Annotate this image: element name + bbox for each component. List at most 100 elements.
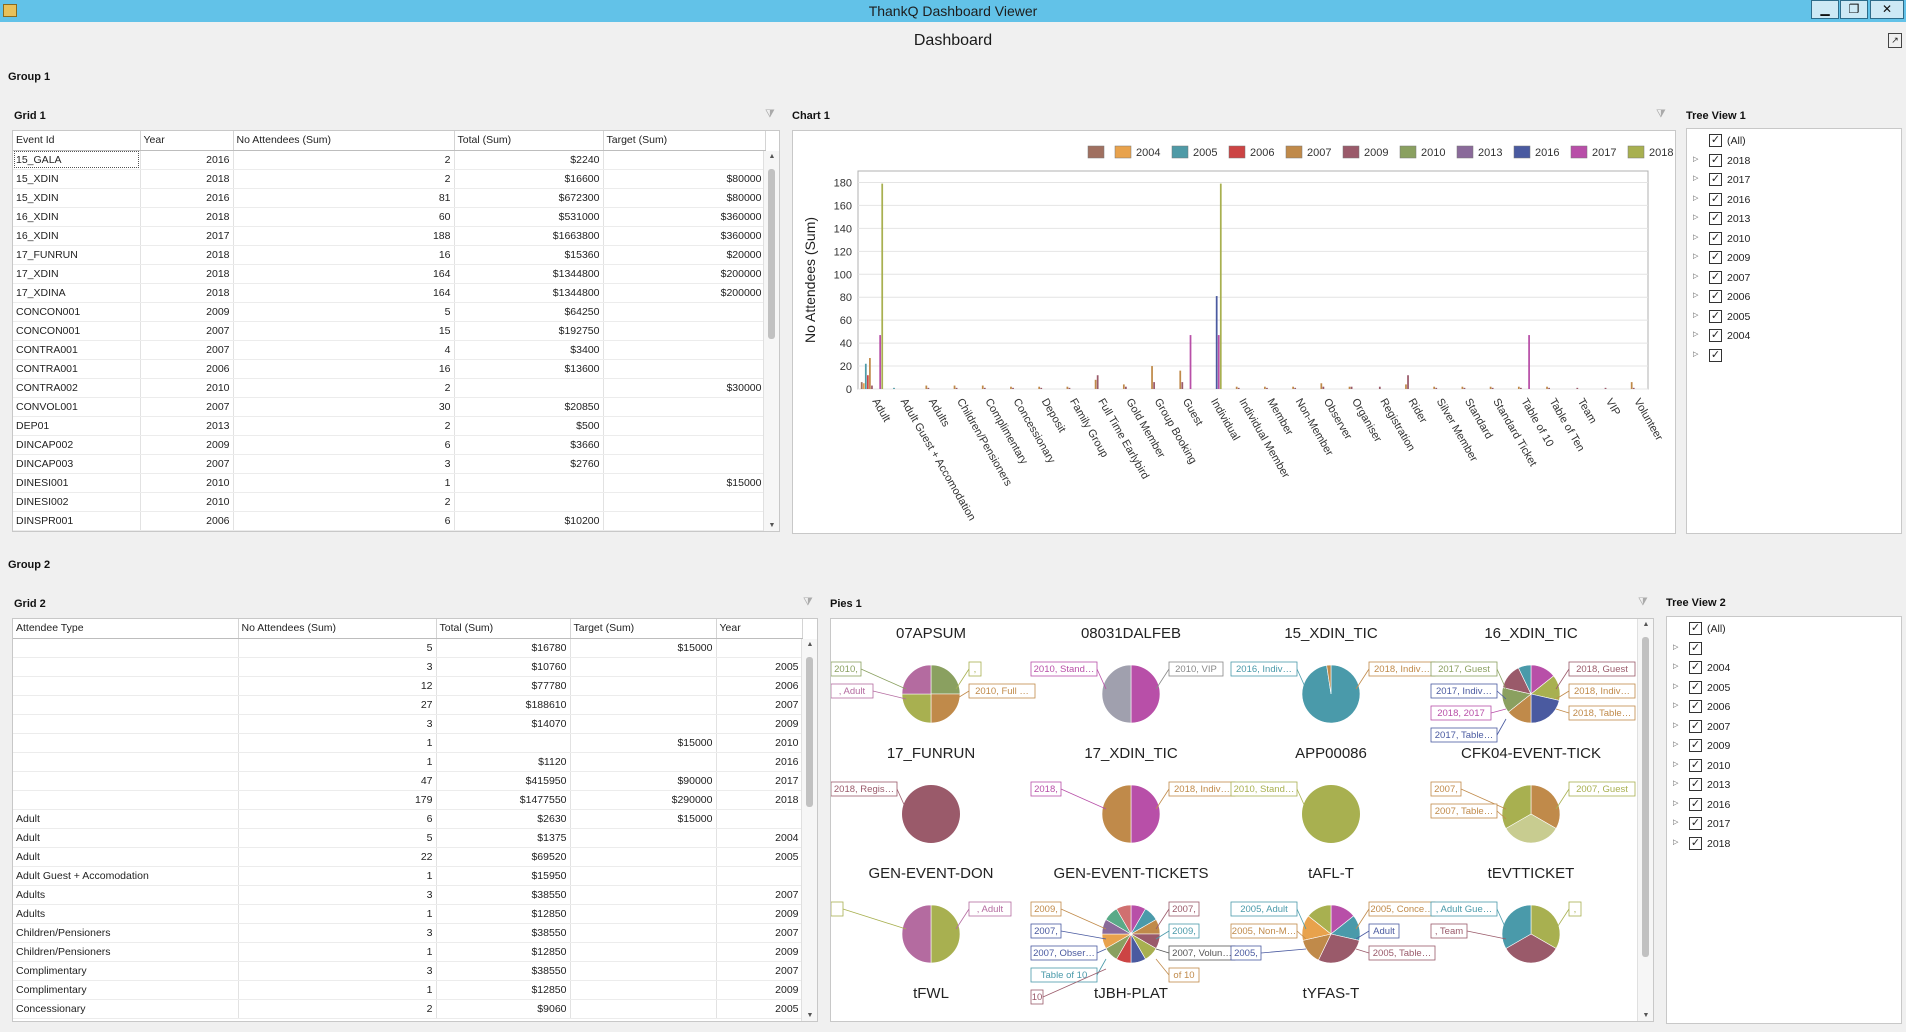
checkbox[interactable]: ✓ xyxy=(1709,270,1722,284)
expand-icon[interactable]: ▷ xyxy=(1673,721,1679,729)
table-row[interactable]: 5 $16780 $15000 xyxy=(13,638,803,658)
expand-icon[interactable]: ▷ xyxy=(1673,760,1679,768)
checkbox[interactable]: ✓ xyxy=(1689,758,1702,772)
checkbox[interactable]: ✓ xyxy=(1709,173,1722,186)
expand-icon[interactable]: ▷ xyxy=(1673,780,1679,787)
tree-item[interactable]: ▷ ✓ 2004 xyxy=(1667,659,1901,677)
checkbox[interactable]: ✓ xyxy=(1709,231,1722,245)
scroll-down-icon[interactable]: ▼ xyxy=(1642,1012,1650,1019)
tree-item[interactable]: ▷ ✓ 2018 xyxy=(1667,835,1901,853)
tree-item[interactable]: ▷ ✓ 2013 xyxy=(1687,210,1901,228)
checkbox[interactable]: ✓ xyxy=(1709,192,1722,206)
tree-item[interactable]: ▷ ✓ 2006 xyxy=(1667,698,1901,716)
expand-icon[interactable]: ▷ xyxy=(1673,663,1679,670)
table-row[interactable]: Adults 3 $38550 2007 xyxy=(13,885,803,905)
table-row[interactable]: 15_XDIN 2016 81 $672300 $80000 xyxy=(13,188,766,208)
grid1-col-header[interactable]: Target (Sum) xyxy=(603,131,766,151)
expand-icon[interactable]: ▷ xyxy=(1693,292,1699,299)
grid2-filter-icon[interactable]: ⧩ xyxy=(803,596,813,608)
checkbox[interactable]: ✓ xyxy=(1709,134,1722,147)
tree-item[interactable]: ▷ ✓ 2013 xyxy=(1667,776,1901,794)
scroll-thumb[interactable] xyxy=(1642,637,1649,957)
expand-icon[interactable]: ▷ xyxy=(1693,311,1699,319)
table-row[interactable]: CONCON001 2009 5 $64250 xyxy=(13,302,766,322)
table-row[interactable]: Concessionary 2 $9060 2005 xyxy=(13,999,803,1019)
tree-item[interactable]: ▷ ✓ 2018 xyxy=(1687,152,1901,170)
tree-item[interactable]: ▷ ✓ 2016 xyxy=(1667,796,1901,814)
tree-item[interactable]: ▷ ✓ 2016 xyxy=(1687,191,1901,209)
scroll-down-icon[interactable]: ▼ xyxy=(806,1012,814,1019)
checkbox[interactable]: ✓ xyxy=(1689,680,1702,694)
table-row[interactable]: CONVOL001 2007 30 $20850 xyxy=(13,397,766,417)
table-row[interactable]: 179 $1477550 $290000 2018 xyxy=(13,790,803,810)
grid2-col-header[interactable]: Year xyxy=(716,619,803,639)
pies1-filter-icon[interactable]: ⧩ xyxy=(1638,596,1648,608)
expand-icon[interactable]: ▷ xyxy=(1673,838,1679,846)
table-row[interactable]: Adult 5 $1375 2004 xyxy=(13,828,803,848)
checkbox[interactable]: ✓ xyxy=(1709,212,1722,225)
table-row[interactable]: Adults 1 $12850 2009 xyxy=(13,904,803,924)
table-row[interactable]: CONTRA002 2010 2 $30000 xyxy=(13,378,766,398)
scroll-thumb[interactable] xyxy=(806,657,813,807)
expand-icon[interactable]: ▷ xyxy=(1693,194,1699,202)
table-row[interactable]: 27 $188610 2007 xyxy=(13,695,803,715)
table-row[interactable]: DINCAP003 2007 3 $2760 xyxy=(13,454,766,474)
grid1-scrollbar[interactable]: ▲ ▼ xyxy=(763,151,779,531)
table-row[interactable]: Complimentary 1 $12850 2009 xyxy=(13,980,803,1000)
expand-icon[interactable]: ▷ xyxy=(1673,702,1679,709)
scroll-up-icon[interactable]: ▲ xyxy=(806,641,814,648)
table-row[interactable]: 17_XDIN 2018 164 $1344800 $200000 xyxy=(13,264,766,284)
tree-item[interactable]: ▷ ✓ 2017 xyxy=(1667,815,1901,833)
checkbox[interactable]: ✓ xyxy=(1709,251,1722,264)
table-row[interactable]: Adult 22 $69520 2005 xyxy=(13,847,803,867)
tree-item[interactable]: ▷ ✓ 2009 xyxy=(1687,249,1901,267)
table-row[interactable]: CONCON001 2007 15 $192750 xyxy=(13,321,766,341)
expand-icon[interactable]: ▷ xyxy=(1693,253,1699,260)
table-row[interactable]: Children/Pensioners 1 $12850 2009 xyxy=(13,942,803,962)
grid1-col-header[interactable]: Total (Sum) xyxy=(454,131,604,151)
grid2-col-header[interactable]: Target (Sum) xyxy=(570,619,717,639)
expand-icon[interactable]: ▷ xyxy=(1693,331,1699,338)
checkbox[interactable]: ✓ xyxy=(1709,348,1722,362)
grid2-col-header[interactable]: No Attendees (Sum) xyxy=(238,619,437,639)
grid1-col-header[interactable]: Year xyxy=(140,131,234,151)
checkbox[interactable]: ✓ xyxy=(1709,329,1722,342)
grid2-col-header[interactable]: Attendee Type xyxy=(13,619,239,639)
checkbox[interactable]: ✓ xyxy=(1709,153,1722,167)
expand-icon[interactable]: ▷ xyxy=(1673,819,1679,826)
table-row[interactable]: Adult Guest + Accomodation 1 $15950 xyxy=(13,866,803,886)
minimize-button[interactable]: ▁ xyxy=(1811,0,1839,19)
table-row[interactable]: DINESI001 2010 1 $15000 xyxy=(13,473,766,493)
expand-icon[interactable]: ▷ xyxy=(1673,799,1679,807)
expand-icon[interactable]: ▷ xyxy=(1693,214,1699,221)
table-row[interactable]: 1 $1120 2016 xyxy=(13,752,803,772)
expand-icon[interactable]: ▷ xyxy=(1693,272,1699,280)
table-row[interactable]: CONTRA001 2007 4 $3400 xyxy=(13,340,766,360)
table-row[interactable]: 17_FUNRUN 2018 16 $15360 $20000 xyxy=(13,245,766,265)
expand-icon[interactable]: ▷ xyxy=(1673,741,1679,748)
checkbox[interactable]: ✓ xyxy=(1689,719,1702,733)
tree-item[interactable]: ▷ ✓ 2009 xyxy=(1667,737,1901,755)
checkbox[interactable]: ✓ xyxy=(1709,309,1722,323)
table-row[interactable]: Children/Pensioners 3 $38550 2007 xyxy=(13,923,803,943)
expand-icon[interactable]: ▷ xyxy=(1673,682,1679,690)
tree-item[interactable]: ▷ ✓ 2005 xyxy=(1667,679,1901,697)
tree-item[interactable]: ▷ ✓ 2010 xyxy=(1687,230,1901,248)
table-row[interactable]: DEP01 2013 2 $500 xyxy=(13,416,766,436)
expand-icon[interactable]: ▷ xyxy=(1693,233,1699,241)
checkbox[interactable]: ✓ xyxy=(1689,622,1702,635)
table-row[interactable]: DINSPR001 2006 6 $10200 xyxy=(13,511,766,531)
checkbox[interactable]: ✓ xyxy=(1689,817,1702,830)
checkbox[interactable]: ✓ xyxy=(1689,836,1702,850)
tree-item[interactable]: ▷ ✓ 2017 xyxy=(1687,171,1901,189)
table-row[interactable]: 15_XDIN 2018 2 $16600 $80000 xyxy=(13,169,766,189)
table-row[interactable]: 16_XDIN 2018 60 $531000 $360000 xyxy=(13,207,766,227)
tree-item[interactable]: ▷ ✓ 2007 xyxy=(1667,718,1901,736)
table-row[interactable]: Complimentary 3 $38550 2007 xyxy=(13,961,803,981)
checkbox[interactable]: ✓ xyxy=(1689,700,1702,713)
table-row[interactable]: 1 $15000 2010 xyxy=(13,733,803,753)
expand-icon[interactable]: ▷ xyxy=(1693,350,1699,358)
table-row[interactable]: CONTRA001 2006 16 $13600 xyxy=(13,359,766,379)
tree-item[interactable]: ✓ (All) xyxy=(1687,132,1901,150)
pies1-scrollbar[interactable]: ▲ ▼ xyxy=(1637,619,1653,1021)
